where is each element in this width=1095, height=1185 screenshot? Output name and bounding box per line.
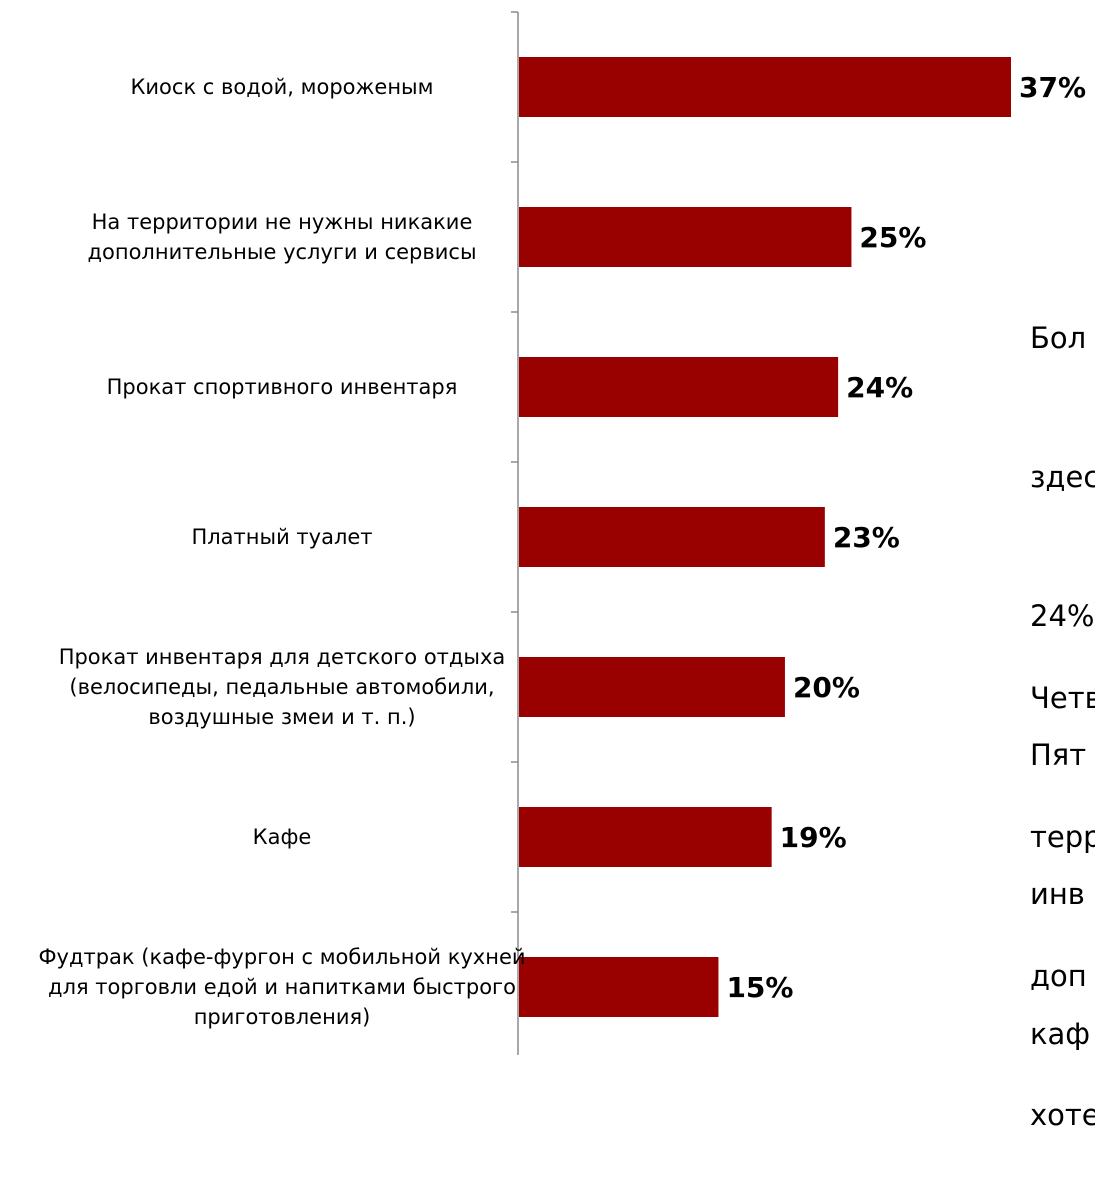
value-label: 20% bbox=[793, 671, 860, 704]
category-label-line: для торговли едой и напитками быстрого bbox=[48, 975, 516, 999]
side-text-line: хоте bbox=[1030, 1098, 1095, 1133]
bar bbox=[519, 357, 839, 417]
side-text-block-2: Четв терр доп хоте bbox=[1030, 582, 1095, 1185]
bar bbox=[519, 657, 785, 717]
category-label: На территории не нужны никакие дополнител… bbox=[87, 210, 476, 264]
category-label: Платный туалет bbox=[191, 525, 372, 549]
bar bbox=[519, 507, 825, 567]
side-text-line: Пят bbox=[1030, 738, 1087, 773]
side-text-line: каф bbox=[1030, 1016, 1091, 1051]
category-label-line: Прокат спортивного инвентаря bbox=[107, 375, 458, 399]
value-label: 23% bbox=[833, 521, 900, 554]
category-label-line: Платный туалет bbox=[191, 525, 372, 549]
category-label: Киоск с водой, мороженым bbox=[131, 75, 434, 99]
category-label: Прокат инвентаря для детского отдыха (вел… bbox=[59, 645, 506, 729]
bars-group bbox=[519, 57, 1011, 1017]
category-label: Прокат спортивного инвентаря bbox=[107, 375, 458, 399]
bar-chart: Киоск с водой, мороженым На территории не… bbox=[38, 11, 1086, 1055]
category-label: Кафе bbox=[253, 825, 312, 849]
category-axis-ticks bbox=[511, 11, 518, 913]
side-text-line: 24% bbox=[1030, 599, 1095, 634]
value-label: 24% bbox=[846, 371, 913, 404]
category-label-line: воздушные змеи и т. п.) bbox=[148, 705, 415, 729]
side-text-line: терр bbox=[1030, 819, 1095, 854]
value-label: 19% bbox=[780, 821, 847, 854]
bar bbox=[519, 957, 719, 1017]
category-label-line: На территории не нужны никакие bbox=[92, 210, 473, 234]
side-text-line: здес bbox=[1030, 459, 1095, 494]
side-text-line: доп bbox=[1030, 959, 1087, 994]
side-text-line: инв bbox=[1030, 877, 1085, 912]
category-labels: Киоск с водой, мороженым На территории не… bbox=[38, 75, 525, 1029]
bar bbox=[519, 207, 852, 267]
category-label-line: Киоск с водой, мороженым bbox=[131, 75, 434, 99]
category-label-line: дополнительные услуги и сервисы bbox=[87, 240, 476, 264]
category-label-line: Прокат инвентаря для детского отдыха bbox=[59, 645, 506, 669]
value-label: 25% bbox=[859, 221, 926, 254]
category-label-line: (велосипеды, педальные автомобили, bbox=[69, 675, 494, 699]
category-label-line: приготовления) bbox=[194, 1005, 371, 1029]
value-label: 15% bbox=[726, 971, 793, 1004]
side-text-block-1: Бол здес 24% Пят инв каф bbox=[1030, 222, 1095, 1103]
category-label-line: Кафе bbox=[253, 825, 312, 849]
value-labels: 37% 25% 24% 23% 20% 19% 15% bbox=[726, 71, 1086, 1004]
category-label: Фудтрак (кафе-фургон с мобильной кухней д… bbox=[38, 945, 525, 1029]
bar bbox=[519, 807, 772, 867]
side-text-line: Четв bbox=[1030, 680, 1095, 715]
value-label: 37% bbox=[1019, 71, 1086, 104]
bar bbox=[519, 57, 1011, 117]
side-text-line: Бол bbox=[1030, 320, 1087, 355]
category-label-line: Фудтрак (кафе-фургон с мобильной кухней bbox=[38, 945, 525, 969]
